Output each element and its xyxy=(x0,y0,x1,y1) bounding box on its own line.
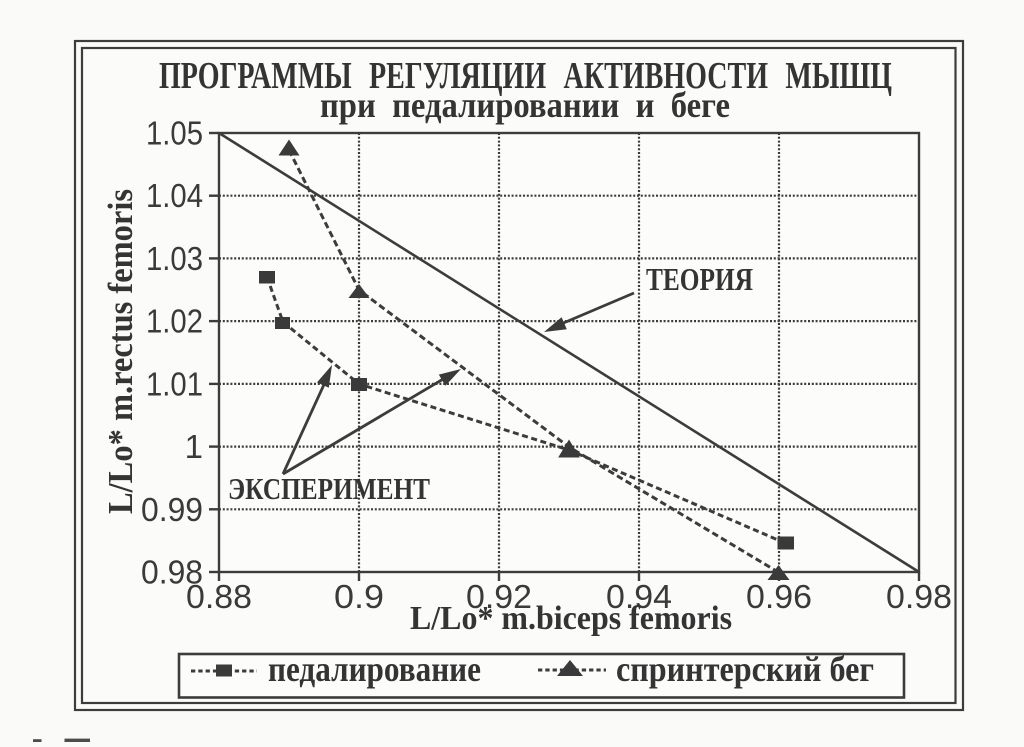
svg-text:1.02: 1.02 xyxy=(146,303,203,340)
svg-text:0.92: 0.92 xyxy=(466,578,532,615)
svg-text:0.94: 0.94 xyxy=(606,578,672,615)
svg-text:L/Lo* m.rectus femoris: L/Lo* m.rectus femoris xyxy=(101,189,140,514)
svg-text:1: 1 xyxy=(185,428,203,465)
svg-text:L/Lo* m.biceps femoris: L/Lo* m.biceps femoris xyxy=(410,600,732,637)
svg-text:при педалировании и беге: при педалировании и беге xyxy=(320,85,730,125)
svg-text:1.01: 1.01 xyxy=(146,366,203,403)
svg-text:1.03: 1.03 xyxy=(146,240,203,277)
svg-text:0.98: 0.98 xyxy=(141,554,203,591)
svg-text:0.96: 0.96 xyxy=(746,578,812,615)
svg-text:0.88: 0.88 xyxy=(186,578,252,615)
svg-text:1.04: 1.04 xyxy=(146,177,203,214)
svg-text:0.99: 0.99 xyxy=(141,491,203,528)
svg-text:ТЕОРИЯ: ТЕОРИЯ xyxy=(646,261,753,297)
svg-text:ЭКСПЕРИМЕНТ: ЭКСПЕРИМЕНТ xyxy=(228,471,430,506)
svg-text:0.98: 0.98 xyxy=(886,578,952,615)
svg-text:педалирование: педалирование xyxy=(268,649,481,689)
svg-text:спринтерский бег: спринтерский бег xyxy=(616,649,874,689)
svg-text:1.05: 1.05 xyxy=(146,115,203,152)
svg-text:0.9: 0.9 xyxy=(334,578,384,615)
svg-text:ПРОГРАММЫ РЕГУЛЯЦИИ АКТИВНОСТИ: ПРОГРАММЫ РЕГУЛЯЦИИ АКТИВНОСТИ МЫШЦ xyxy=(159,55,892,97)
